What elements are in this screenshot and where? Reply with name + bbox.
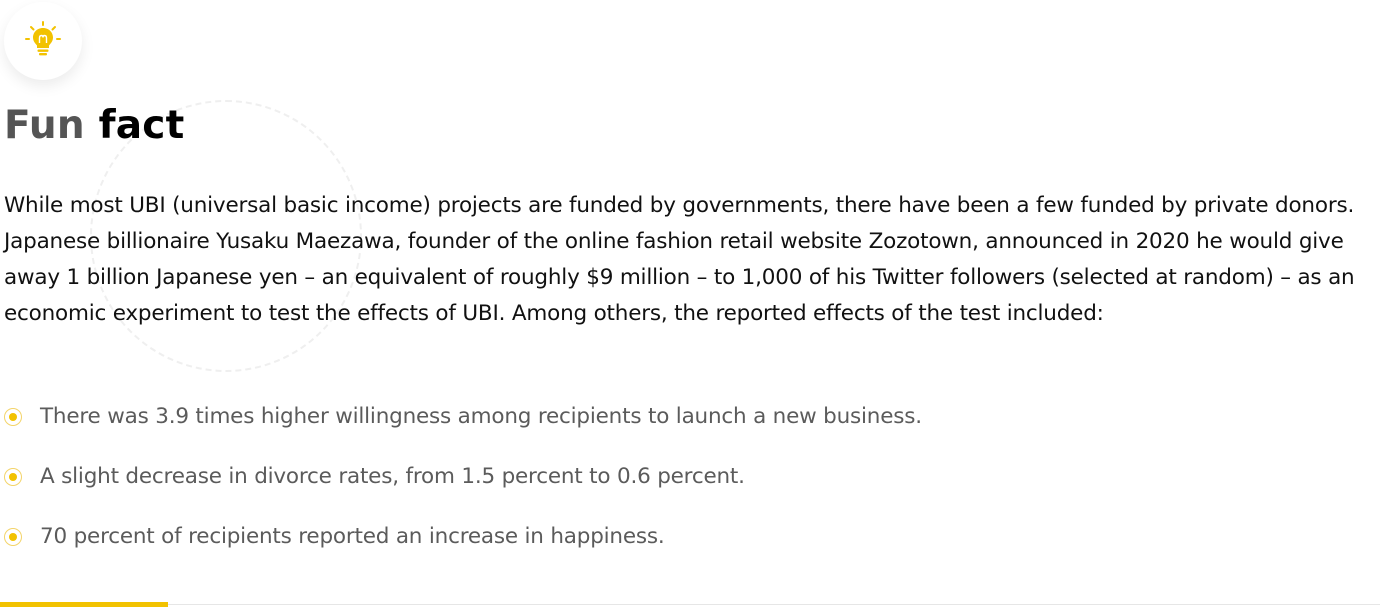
list-item: There was 3.9 times higher willingness a…	[4, 399, 1304, 435]
title-part-bold: fact	[98, 103, 185, 148]
fact-list: There was 3.9 times higher willingness a…	[4, 399, 1304, 579]
title-part-light: Fun	[4, 103, 85, 148]
bullet-dot-icon	[4, 468, 22, 486]
list-item-text: There was 3.9 times higher willingness a…	[40, 404, 922, 429]
lightbulb-icon	[23, 19, 63, 63]
list-item-text: 70 percent of recipients reported an inc…	[40, 524, 665, 549]
divider	[0, 604, 1380, 605]
icon-badge	[4, 2, 82, 80]
page-title: Fun fact	[4, 98, 184, 154]
bullet-dot-icon	[4, 528, 22, 546]
decorative-dashed-circle	[90, 100, 362, 372]
bullet-dot-icon	[4, 408, 22, 426]
fact-paragraph: While most UBI (universal basic income) …	[4, 193, 1355, 326]
accent-bar	[0, 602, 168, 607]
list-item: 70 percent of recipients reported an inc…	[4, 519, 1304, 555]
list-item: A slight decrease in divorce rates, from…	[4, 459, 1304, 495]
list-item-text: A slight decrease in divorce rates, from…	[40, 464, 745, 489]
